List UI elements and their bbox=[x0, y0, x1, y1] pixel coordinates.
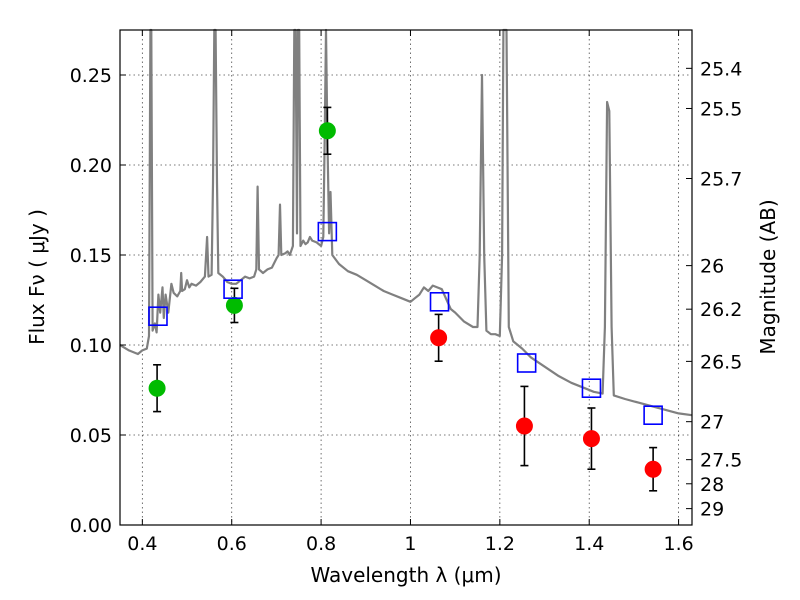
observed-photometry-point bbox=[644, 460, 662, 478]
y-tick-label: 0.15 bbox=[70, 245, 112, 267]
y2-tick-label: 27.5 bbox=[700, 450, 742, 472]
model-photometry-point bbox=[317, 221, 338, 242]
x-axis-label: Wavelength λ (μm) bbox=[310, 563, 501, 587]
y2-tick-label: 29 bbox=[700, 499, 724, 521]
y-tick-label: 0.10 bbox=[70, 335, 112, 357]
y2-tick-label: 26.5 bbox=[700, 351, 742, 373]
y2-tick-label: 27 bbox=[700, 412, 724, 434]
y2-tick-label: 25.4 bbox=[700, 58, 742, 80]
y2-tick-label: 25.5 bbox=[700, 98, 742, 120]
x-tick-label: 1.6 bbox=[663, 533, 693, 555]
y2-tick-label: 26.2 bbox=[700, 299, 742, 321]
y-tick-label: 0.05 bbox=[70, 425, 112, 447]
y-tick-label: 0.00 bbox=[70, 515, 112, 537]
y2-tick-label: 25.7 bbox=[700, 169, 742, 191]
model-photometry-point bbox=[148, 306, 168, 327]
observed-photometry-point bbox=[148, 379, 166, 397]
observed-photometry-point bbox=[430, 329, 448, 347]
x-tick-label: 0.4 bbox=[127, 533, 157, 555]
x-tick-label: 0.8 bbox=[306, 533, 336, 555]
observed-photometry-point bbox=[225, 296, 243, 314]
observed-photometry-point bbox=[515, 417, 533, 435]
data-points bbox=[148, 106, 663, 492]
x-tick-label: 0.6 bbox=[217, 533, 247, 555]
y2-tick-label: 26 bbox=[700, 256, 724, 278]
model-photometry-point bbox=[581, 378, 602, 399]
axis-ticks: 0.4 0.6 0.8 1 1.2 1.4 1.6 0.00 0.05 0.10 0.15 0.20 0… bbox=[70, 30, 742, 555]
x-tick-label: 1 bbox=[404, 533, 416, 555]
model-photometry-point bbox=[429, 291, 450, 312]
y-tick-label: 0.20 bbox=[70, 155, 112, 177]
plot-frame bbox=[119, 29, 693, 526]
x-tick-label: 1.4 bbox=[574, 533, 604, 555]
y-tick-label: 0.25 bbox=[70, 65, 112, 87]
x-tick-label: 1.2 bbox=[485, 533, 515, 555]
y2-tick-label: 28 bbox=[700, 474, 724, 496]
y2-axis-label: Magnitude (AB) bbox=[756, 199, 780, 354]
observed-photometry-point bbox=[582, 430, 600, 448]
model-photometry-point bbox=[516, 353, 537, 373]
model-photometry-point bbox=[223, 279, 243, 300]
y-axis-label: Flux Fν ( μJy ) bbox=[25, 209, 49, 345]
model-photometry-point bbox=[643, 405, 663, 426]
observed-photometry-point bbox=[318, 122, 336, 140]
